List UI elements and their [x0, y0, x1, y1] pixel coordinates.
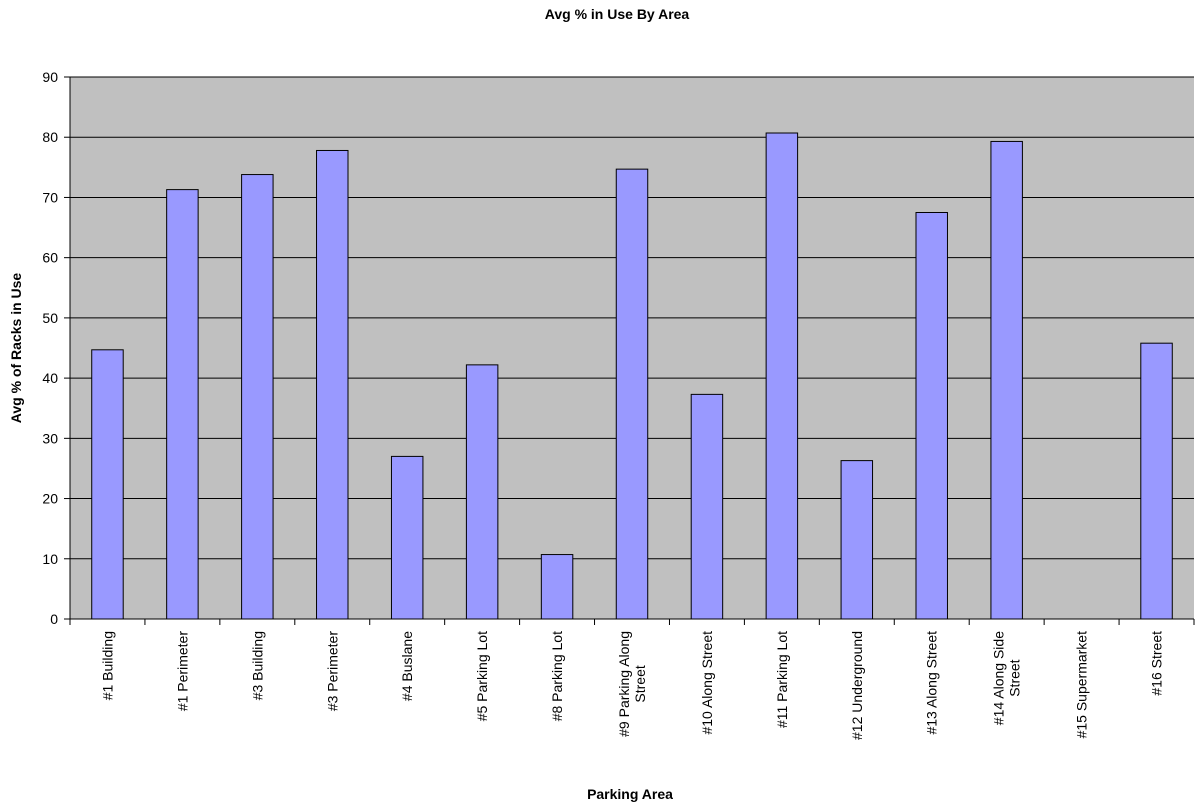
x-tick-label: Street	[632, 665, 648, 702]
x-tick-label-group: #5 Parking Lot	[474, 631, 490, 721]
x-tick-label-group: #14 Along Side Street	[991, 631, 1023, 725]
y-tick-label: 70	[42, 189, 58, 205]
bar	[91, 349, 124, 620]
bar	[241, 174, 274, 620]
y-tick-label: 40	[42, 370, 58, 386]
x-tick-label: #3 Building	[249, 631, 265, 700]
bar	[166, 189, 199, 620]
x-tick-label: #3 Perimeter	[324, 631, 340, 711]
x-tick-label-group: #13 Along Street	[924, 631, 940, 735]
bar	[690, 393, 724, 620]
labels: 0 10 20 30 40 50 60 70 80 90 #1 Building #1 Perimet…	[42, 69, 1164, 740]
y-tick-label: 90	[42, 69, 58, 85]
bar	[1140, 342, 1173, 620]
x-tick-label: #1 Perimeter	[174, 631, 190, 711]
x-axis-title: Parking Area	[587, 786, 673, 802]
y-tick-label: 80	[42, 129, 58, 145]
axes	[64, 76, 1195, 625]
x-tick-label: #10 Along Street	[699, 631, 715, 735]
y-tick-label: 20	[42, 491, 58, 507]
x-tick-label-group: #1 Perimeter	[174, 631, 190, 711]
y-tick-label: 10	[42, 551, 58, 567]
bar	[990, 140, 1023, 620]
x-tick-label: Street	[1007, 659, 1023, 696]
x-tick-label: #15 Supermarket	[1074, 631, 1090, 739]
x-tick-label: #1 Building	[99, 631, 115, 700]
x-tick-label-group: #11 Parking Lot	[774, 631, 790, 728]
bar	[316, 149, 349, 620]
bar	[390, 455, 424, 620]
x-tick-label: #5 Parking Lot	[474, 631, 490, 721]
bar	[765, 132, 799, 620]
x-tick-label: #9 Parking Along	[616, 631, 632, 737]
y-tick-label: 60	[42, 250, 58, 266]
y-axis-title: Avg % of Racks in Use	[8, 273, 24, 424]
x-tick-label-group: #15 Supermarket	[1074, 631, 1090, 739]
y-tick-label: 50	[42, 310, 58, 326]
x-tick-label-group: #16 Street	[1149, 631, 1165, 696]
x-tick-label-group: #3 Perimeter	[324, 631, 340, 711]
x-tick-label-group: #9 Parking Along Street	[616, 631, 648, 737]
x-tick-label: #14 Along Side	[991, 631, 1007, 725]
x-tick-label-group: #10 Along Street	[699, 631, 715, 735]
x-tick-label: #4 Buslane	[399, 631, 415, 701]
x-tick-label: #12 Underground	[849, 631, 865, 740]
x-tick-label: #13 Along Street	[924, 631, 940, 735]
x-tick-label-group: #8 Parking Lot	[549, 631, 565, 721]
x-tick-label: #8 Parking Lot	[549, 631, 565, 721]
bar	[540, 554, 574, 620]
x-tick-label-group: #12 Underground	[849, 631, 865, 740]
x-tick-label: #16 Street	[1149, 631, 1165, 696]
bar	[615, 168, 649, 620]
bar	[465, 364, 499, 620]
y-tick-label: 0	[50, 611, 58, 627]
bar	[915, 212, 948, 620]
chart-title: Avg % in Use By Area	[545, 6, 690, 22]
bar	[840, 460, 874, 620]
bars	[91, 132, 1173, 620]
x-tick-label-group: #1 Building	[99, 631, 115, 700]
x-tick-label: #11 Parking Lot	[774, 631, 790, 728]
x-tick-label-group: #3 Building	[249, 631, 265, 700]
y-tick-label: 30	[42, 430, 58, 446]
x-tick-label-group: #4 Buslane	[399, 631, 415, 701]
